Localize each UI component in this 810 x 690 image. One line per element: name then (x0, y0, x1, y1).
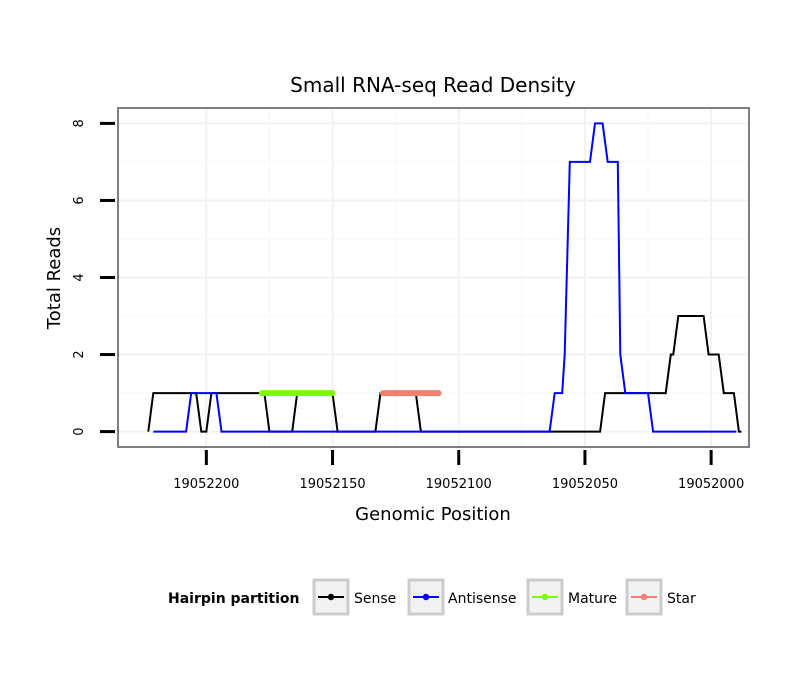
legend-key-point (541, 593, 549, 601)
x-tick-label: 19052100 (426, 477, 492, 492)
x-tick-label: 19052050 (552, 477, 618, 492)
y-tick-label: 0 (72, 427, 87, 435)
legend-key-point (327, 593, 335, 601)
grid (118, 108, 749, 447)
legend-label-sense: Sense (354, 591, 396, 607)
y-tick-label: 4 (72, 273, 87, 281)
y-axis: 0 2 4 6 8 (72, 119, 115, 436)
y-tick-label: 8 (72, 119, 87, 127)
y-axis-label: Total Reads (44, 227, 65, 330)
legend-label-mature: Mature (568, 591, 617, 607)
legend-title: Hairpin partition (168, 591, 299, 607)
legend-key-point (640, 593, 648, 601)
legend-label-star: Star (667, 591, 696, 607)
x-tick-label: 19052150 (299, 477, 365, 492)
series-line-antisense (153, 122, 737, 433)
series-layer (147, 122, 742, 433)
chart-title: Small RNA-seq Read Density (290, 73, 576, 97)
plot-panel-border (117, 107, 750, 448)
legend-label-antisense: Antisense (448, 591, 517, 607)
x-tick-label: 19052000 (678, 477, 744, 492)
y-tick-label: 2 (72, 350, 87, 358)
x-axis: 19052200 19052150 19052100 19052050 19052000 (173, 450, 744, 492)
legend: Hairpin partition Sense Antisense Mature St… (168, 578, 696, 616)
x-tick-label: 19052200 (173, 477, 239, 492)
y-tick-label: 6 (72, 196, 87, 204)
legend-key-point (422, 593, 430, 601)
x-axis-label: Genomic Position (355, 504, 511, 525)
